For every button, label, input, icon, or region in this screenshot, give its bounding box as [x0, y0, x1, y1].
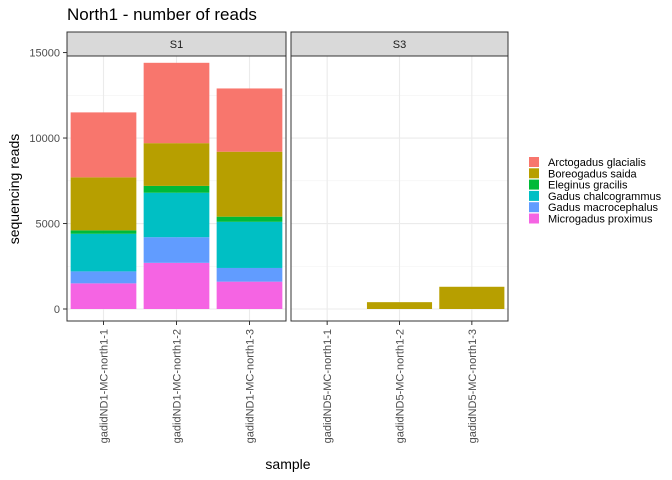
bar-segment-arctogadus-glacialis: [143, 62, 210, 144]
legend-item: Microgadus proximus: [529, 213, 653, 226]
bar-segment-microgadus-proximus: [143, 262, 210, 309]
legend-item: Gadus chalcogrammus: [529, 190, 662, 203]
legend-label: Arctogadus glacialis: [548, 157, 646, 169]
bar-segment-gadus-chalcogrammus: [70, 233, 137, 272]
x-tick-label: gadidND5-MC-north1-3: [467, 329, 479, 443]
legend-key: [529, 157, 539, 167]
bar-segment-boreogadus-saida: [216, 151, 283, 217]
legend-label: Eleginus gracilis: [548, 180, 628, 192]
facet-panels: S1 gadidND1-MC-north1-1 gadidND1-MC-north1…: [66, 31, 509, 443]
bar-segment-boreogadus-saida: [439, 286, 505, 309]
x-tick-label: gadidND1-MC-north1-1: [99, 329, 111, 443]
legend-label: Boreogadus saida: [548, 168, 638, 180]
x-tick-label: gadidND5-MC-north1-1: [322, 329, 334, 443]
facet-strip-label: S3: [393, 39, 406, 51]
legend-label: Microgadus proximus: [548, 214, 653, 226]
legend-key: [529, 179, 539, 190]
legend-key: [529, 190, 539, 201]
y-axis-title: sequencing reads: [6, 134, 22, 245]
y-axis: 0 5000 10000 15000: [29, 48, 67, 316]
bar-segment-arctogadus-glacialis: [216, 88, 283, 152]
bar-segment-gadus-macrocephalus: [70, 271, 137, 284]
bar-segment-gadus-macrocephalus: [143, 237, 210, 263]
legend-item: Boreogadus saida: [529, 168, 638, 180]
legend-item: Gadus macrocephalus: [529, 202, 659, 214]
legend-key: [529, 202, 539, 213]
bar-segment-boreogadus-saida: [70, 177, 137, 231]
bar-segment-gadus-macrocephalus: [216, 267, 283, 282]
facet-strip: [66, 31, 287, 57]
bar-segment-eleginus-gracilis: [216, 216, 283, 222]
facet-panel-S3: S3 gadidND5-MC-north1-1 gadidND5-MC-north1…: [290, 31, 509, 443]
bar-segment-arctogadus-glacialis: [70, 112, 137, 178]
legend-label: Gadus macrocephalus: [548, 202, 659, 214]
x-tick-label: gadidND5-MC-north1-2: [395, 329, 407, 443]
y-tick-label: 15000: [29, 48, 60, 60]
x-axis-title: sample: [265, 456, 310, 472]
bar-segment-microgadus-proximus: [216, 281, 283, 309]
facet-panel-S1: S1 gadidND1-MC-north1-1 gadidND1-MC-north1…: [66, 31, 287, 443]
legend-key: [529, 168, 539, 179]
y-tick-label: 0: [54, 304, 60, 316]
bar-segment-eleginus-gracilis: [143, 185, 210, 193]
x-tick-label: gadidND1-MC-north1-3: [245, 329, 257, 443]
bar-segment-gadus-chalcogrammus: [216, 221, 283, 268]
legend-item: Eleginus gracilis: [529, 179, 628, 192]
y-tick-label: 10000: [29, 133, 60, 145]
bar-segment-microgadus-proximus: [70, 283, 137, 309]
legend-item: Arctogadus glacialis: [529, 157, 646, 169]
x-tick-label: gadidND1-MC-north1-2: [172, 329, 184, 443]
y-tick-label: 5000: [36, 219, 60, 231]
bar-segment-boreogadus-saida: [366, 302, 433, 309]
bar-segment-eleginus-gracilis: [70, 230, 137, 234]
bar-segment-gadus-chalcogrammus: [143, 192, 210, 238]
facet-strip: [290, 31, 509, 57]
legend-key: [529, 213, 539, 224]
facet-strip-label: S1: [170, 39, 183, 51]
gridlines: [291, 51, 508, 321]
bar-segment-boreogadus-saida: [143, 143, 210, 186]
legend-label: Gadus chalcogrammus: [548, 191, 662, 203]
chart-title: North1 - number of reads: [67, 5, 257, 24]
